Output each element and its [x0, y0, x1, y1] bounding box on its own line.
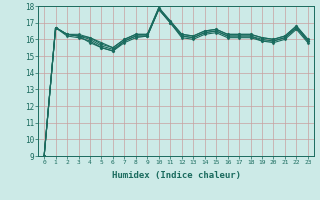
X-axis label: Humidex (Indice chaleur): Humidex (Indice chaleur)	[111, 171, 241, 180]
